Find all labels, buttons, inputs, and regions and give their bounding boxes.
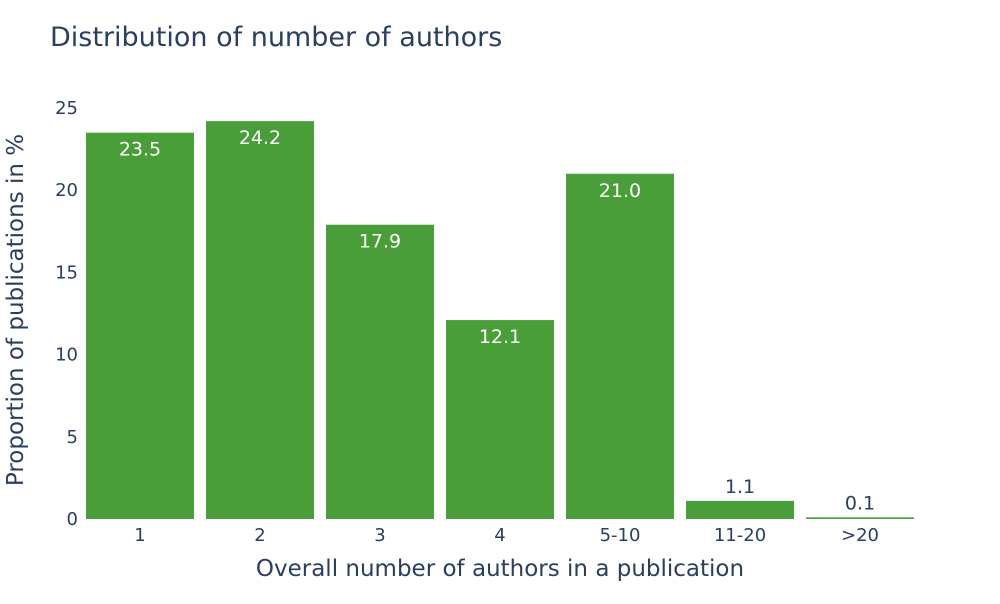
bar-value-label: 23.5: [119, 139, 161, 161]
bar: [566, 173, 674, 519]
bar-value-label: 21.0: [599, 180, 641, 202]
bar: [86, 132, 194, 519]
x-tick-label: >20: [841, 525, 879, 546]
bar: [446, 320, 554, 519]
x-tick-label: 3: [374, 525, 385, 546]
y-tick-label: 10: [55, 345, 78, 366]
y-tick-label: 25: [55, 98, 78, 119]
bar-value-label: 12.1: [479, 326, 521, 348]
y-tick-label: 15: [55, 262, 78, 283]
bar-value-label: 24.2: [239, 127, 281, 149]
y-axis-title: Proportion of publications in %: [3, 134, 29, 486]
y-tick-label: 5: [67, 427, 78, 448]
bar-value-label: 17.9: [359, 231, 401, 253]
bar: [686, 500, 794, 519]
chart-title: Distribution of number of authors: [50, 22, 503, 53]
x-tick-label: 1: [134, 525, 145, 546]
bars-group: [86, 121, 914, 519]
x-tick-label: 2: [254, 525, 265, 546]
bar: [806, 517, 914, 519]
y-tick-label: 0: [67, 509, 78, 530]
x-tick-label: 11-20: [714, 525, 766, 546]
y-tick-label: 20: [55, 180, 78, 201]
x-tick-label: 5-10: [600, 525, 641, 546]
bar-value-label: 1.1: [725, 476, 755, 498]
x-axis-ticks: 1 2 3 4 5-10 11-20 >20: [134, 525, 879, 546]
y-axis-ticks: 0 5 10 15 20 25: [55, 98, 78, 530]
bar-value-labels: 23.5 24.2 17.9 12.1 21.0 1.1 0.1: [119, 127, 875, 514]
bar-value-label: 0.1: [845, 492, 875, 514]
bar: [326, 224, 434, 519]
bar: [206, 121, 314, 519]
x-tick-label: 4: [494, 525, 505, 546]
x-axis-title: Overall number of authors in a publicati…: [256, 556, 744, 582]
